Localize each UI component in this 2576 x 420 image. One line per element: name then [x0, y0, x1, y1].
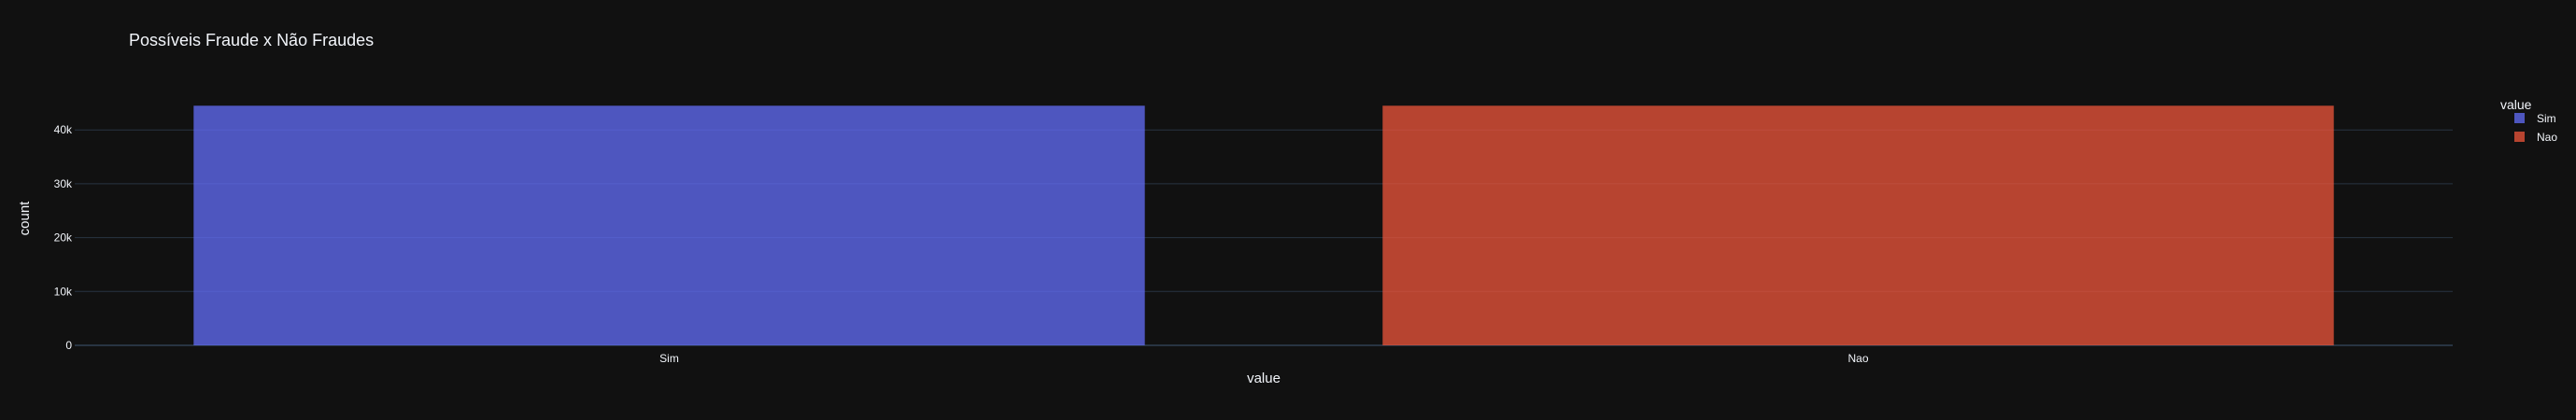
legend-swatch[interactable] — [2514, 113, 2525, 123]
y-tick-label: 10k — [54, 285, 73, 298]
bar-sim[interactable] — [193, 105, 1145, 346]
x-tick-label: Sim — [659, 352, 679, 365]
x-tick-label: Nao — [1847, 352, 1868, 365]
legend-label[interactable]: Sim — [2537, 112, 2556, 125]
y-tick-label: 30k — [54, 177, 73, 190]
bars — [193, 105, 2334, 346]
x-axis-title: value — [1247, 371, 1281, 386]
y-tick-label: 20k — [54, 231, 73, 245]
legend: value Sim Nao — [2500, 97, 2557, 144]
y-tick-label: 0 — [65, 339, 72, 352]
chart-title: Possíveis Fraude x Não Fraudes — [129, 31, 374, 49]
legend-swatch[interactable] — [2514, 132, 2525, 142]
x-axis-ticks: Sim Nao — [659, 352, 1869, 365]
legend-items: Sim Nao — [2514, 112, 2557, 144]
legend-label[interactable]: Nao — [2537, 131, 2557, 144]
y-axis-ticks: 0 10k 20k 30k 40k — [54, 123, 73, 352]
y-axis-title: count — [17, 201, 33, 236]
y-tick-label: 40k — [54, 123, 73, 136]
legend-title: value — [2500, 97, 2532, 112]
bar-nao[interactable] — [1382, 105, 2334, 346]
